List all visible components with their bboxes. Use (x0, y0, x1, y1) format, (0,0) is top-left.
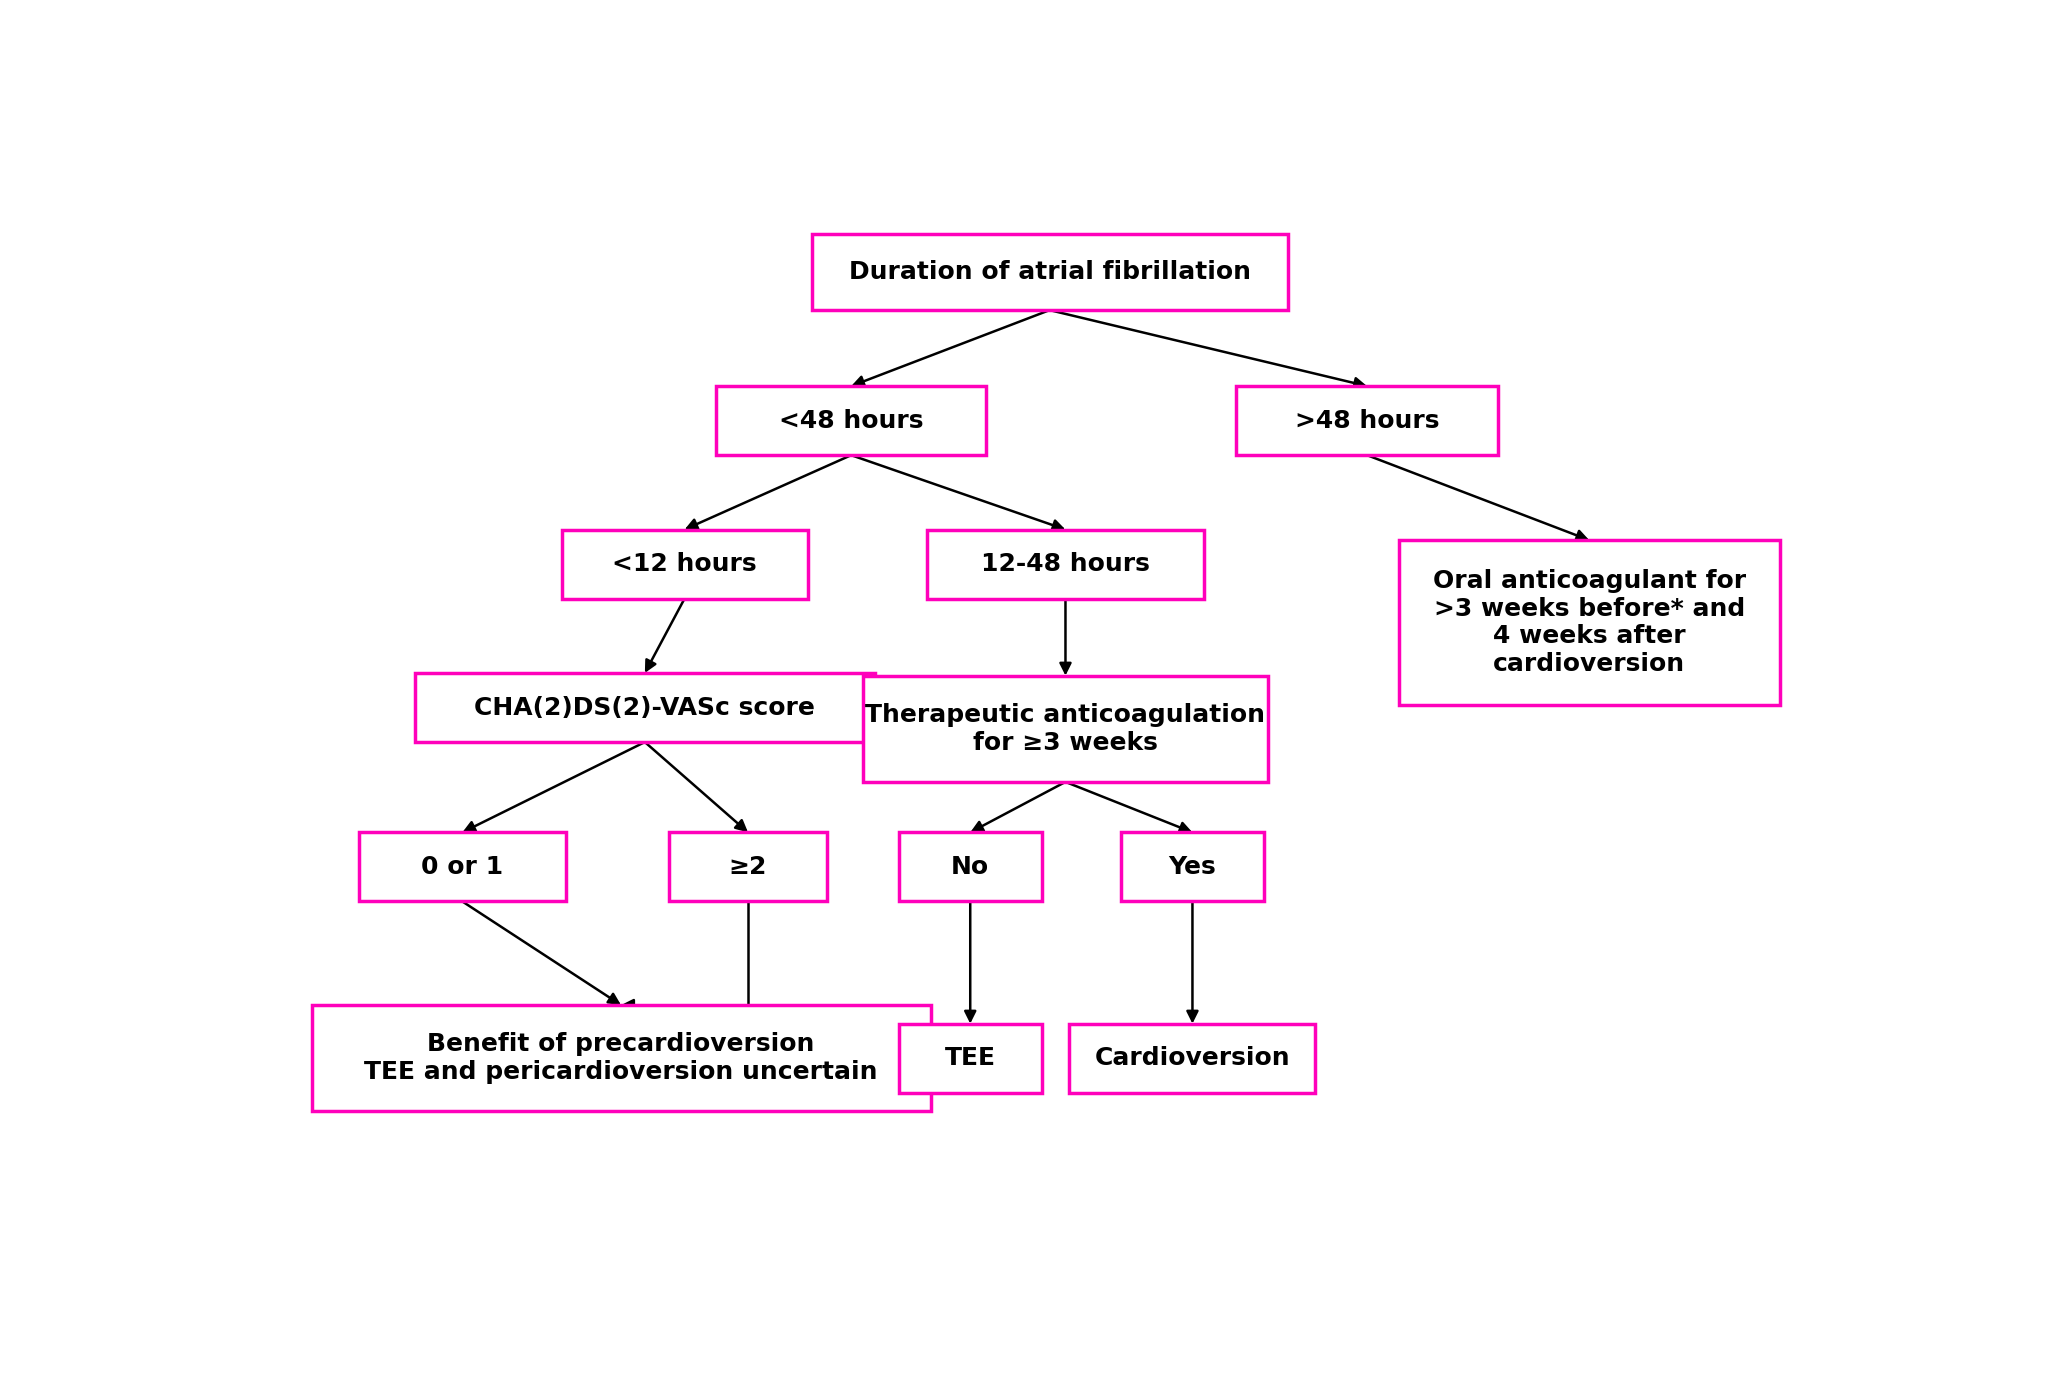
Text: >48 hours: >48 hours (1294, 408, 1440, 432)
FancyBboxPatch shape (862, 676, 1268, 782)
FancyBboxPatch shape (1237, 386, 1497, 455)
FancyBboxPatch shape (899, 832, 1042, 901)
Text: <12 hours: <12 hours (612, 552, 758, 575)
FancyBboxPatch shape (414, 673, 874, 742)
FancyBboxPatch shape (926, 530, 1204, 599)
FancyBboxPatch shape (717, 386, 987, 455)
Text: Oral anticoagulant for
>3 weeks before* and
4 weeks after
cardioversion: Oral anticoagulant for >3 weeks before* … (1434, 569, 1745, 676)
Text: Benefit of precardioversion
TEE and pericardioversion uncertain: Benefit of precardioversion TEE and peri… (365, 1032, 879, 1085)
FancyBboxPatch shape (358, 832, 565, 901)
Text: TEE: TEE (944, 1046, 995, 1070)
FancyBboxPatch shape (668, 832, 827, 901)
FancyBboxPatch shape (561, 530, 807, 599)
Text: ≥2: ≥2 (729, 856, 768, 879)
Text: 0 or 1: 0 or 1 (422, 856, 504, 879)
FancyBboxPatch shape (311, 1005, 930, 1111)
FancyBboxPatch shape (1069, 1024, 1315, 1093)
Text: 12-48 hours: 12-48 hours (981, 552, 1149, 575)
Text: No: No (950, 856, 989, 879)
FancyBboxPatch shape (1120, 832, 1264, 901)
Text: CHA(2)DS(2)-VASc score: CHA(2)DS(2)-VASc score (475, 696, 815, 719)
FancyBboxPatch shape (811, 233, 1288, 310)
Text: <48 hours: <48 hours (778, 408, 924, 432)
Text: Yes: Yes (1169, 856, 1217, 879)
Text: Therapeutic anticoagulation
for ≥3 weeks: Therapeutic anticoagulation for ≥3 weeks (866, 702, 1266, 755)
Text: Cardioversion: Cardioversion (1094, 1046, 1290, 1070)
FancyBboxPatch shape (899, 1024, 1042, 1093)
Text: Duration of atrial fibrillation: Duration of atrial fibrillation (848, 259, 1251, 284)
FancyBboxPatch shape (1399, 540, 1780, 705)
